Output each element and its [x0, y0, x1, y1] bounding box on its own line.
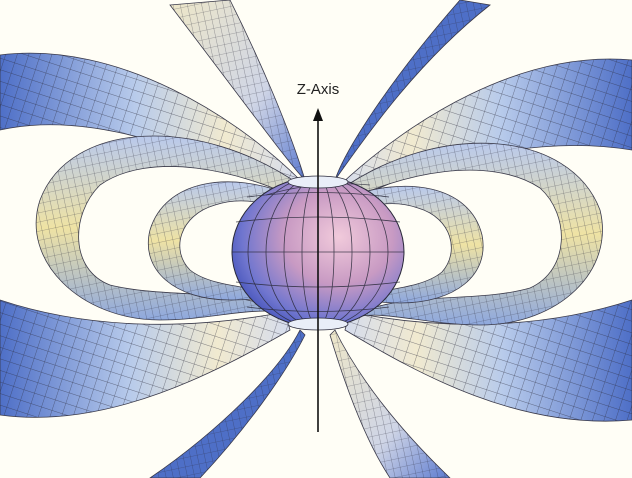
polar-lobe-bottom-right [329, 329, 451, 478]
outer-field-lobe-lower-left [0, 299, 291, 418]
z-axis [313, 108, 323, 432]
z-axis-arrowhead [313, 108, 323, 121]
outer-field-lobe-lower-right [344, 299, 632, 422]
polar-lobe-bottom-left [149, 329, 306, 478]
z-axis-label: Z-Axis [297, 81, 340, 98]
